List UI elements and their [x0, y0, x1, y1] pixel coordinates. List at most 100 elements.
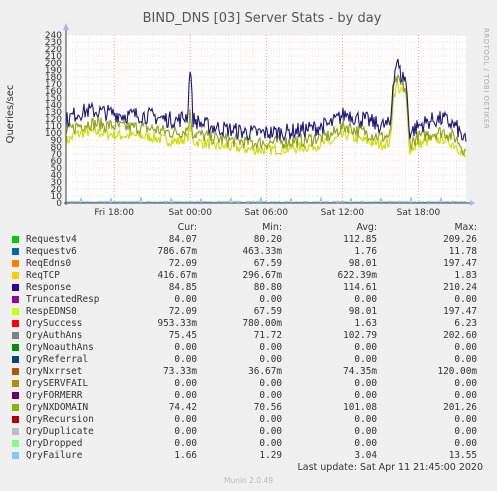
series-lines — [65, 58, 467, 204]
y-tick-label: 160 — [45, 87, 62, 97]
y-tick-label: 110 — [45, 122, 62, 132]
header-min: Min: — [262, 222, 282, 233]
legend-min: 0.00 — [259, 378, 282, 389]
legend-name: QrySERVFAIL — [26, 378, 89, 389]
legend-name: QryNXDOMAIN — [26, 402, 89, 413]
legend-name: QrySuccess — [26, 318, 83, 329]
y-tick-label: 230 — [45, 38, 62, 48]
legend-min: 71.72 — [253, 330, 282, 341]
legend-swatch — [12, 392, 19, 399]
y-tick-label: 130 — [45, 108, 62, 118]
y-ticks: 0102030405060708090100110120130140150160… — [45, 31, 62, 209]
series-line-qryfailure — [65, 196, 467, 204]
legend-cur: 0.00 — [174, 294, 197, 305]
legend: Cur: Min: Avg: Max: Requestv4 84.07 80.20 1… — [12, 222, 487, 462]
legend-swatch — [12, 236, 19, 243]
chart-title: BIND_DNS [03] Server Stats - by day — [143, 11, 382, 26]
legend-min: 67.59 — [253, 258, 282, 269]
legend-min: 80.20 — [253, 234, 282, 245]
legend-row: QrySuccess 953.33m 780.00m 1.63 6.23 — [12, 318, 487, 330]
y-tick-label: 30 — [51, 178, 63, 188]
x-axis-arrow — [470, 200, 475, 206]
legend-swatch — [12, 332, 19, 339]
header-max: Max: — [454, 222, 477, 233]
legend-name: QryNxrrset — [26, 366, 83, 377]
legend-row: QryNXDOMAIN 74.42 70.56 101.08 201.26 — [12, 402, 487, 414]
legend-row: QryAuthAns 75.45 71.72 102.79 202.60 — [12, 330, 487, 342]
legend-min: 0.00 — [259, 354, 282, 365]
legend-min: 70.56 — [253, 402, 282, 413]
legend-max: 0.00 — [454, 294, 477, 305]
legend-min: 0.00 — [259, 294, 282, 305]
legend-swatch — [12, 284, 19, 291]
legend-avg: 3.04 — [354, 450, 377, 461]
y-tick-label: 120 — [45, 115, 62, 125]
series-line-response — [65, 58, 467, 142]
legend-avg: 0.00 — [354, 438, 377, 449]
legend-name: RespEDNS0 — [26, 306, 77, 317]
y-tick-label: 210 — [45, 52, 62, 62]
legend-min: 0.00 — [259, 342, 282, 353]
legend-rows: Requestv4 84.07 80.20 112.85 209.26 Requestv6… — [12, 234, 487, 462]
y-tick-label: 200 — [45, 59, 62, 69]
series-line-qryauthans — [65, 73, 467, 157]
legend-max: 13.55 — [448, 450, 477, 461]
legend-swatch — [12, 356, 19, 363]
x-tick-label: Fri 18:00 — [94, 208, 134, 218]
legend-max: 209.26 — [443, 234, 477, 245]
y-tick-label: 140 — [45, 101, 62, 111]
y-tick-label: 100 — [45, 129, 62, 139]
legend-cur: 0.00 — [174, 354, 197, 365]
legend-min: 67.59 — [253, 306, 282, 317]
legend-max: 11.78 — [448, 246, 477, 257]
legend-avg: 1.63 — [354, 318, 377, 329]
legend-max: 0.00 — [454, 414, 477, 425]
legend-max: 1.83 — [454, 270, 477, 281]
legend-cur: 0.00 — [174, 390, 197, 401]
legend-min: 0.00 — [259, 426, 282, 437]
legend-cur: 72.09 — [168, 258, 197, 269]
y-tick-label: 220 — [45, 45, 62, 55]
legend-swatch — [12, 404, 19, 411]
header-avg: Avg: — [356, 222, 377, 233]
legend-max: 120.00m — [437, 366, 477, 377]
legend-cur: 0.00 — [174, 438, 197, 449]
legend-avg: 114.61 — [343, 282, 377, 293]
legend-swatch — [12, 320, 19, 327]
legend-swatch — [12, 272, 19, 279]
y-tick-label: 50 — [51, 164, 63, 174]
legend-name: QryReferral — [26, 354, 89, 365]
legend-avg: 1.76 — [354, 246, 377, 257]
legend-max: 197.47 — [443, 306, 477, 317]
y-axis-label: Queries/sec — [5, 85, 16, 144]
legend-swatch — [12, 368, 19, 375]
legend-max: 0.00 — [454, 438, 477, 449]
y-tick-label: 60 — [51, 157, 63, 167]
legend-max: 0.00 — [454, 342, 477, 353]
legend-min: 80.80 — [253, 282, 282, 293]
legend-row: Requestv4 84.07 80.20 112.85 209.26 — [12, 234, 487, 246]
legend-cur: 786.67m — [157, 246, 197, 257]
legend-max: 197.47 — [443, 258, 477, 269]
legend-cur: 74.42 — [168, 402, 197, 413]
legend-min: 36.67m — [248, 366, 282, 377]
legend-cur: 0.00 — [174, 426, 197, 437]
x-tick-label: Sat 00:00 — [168, 208, 212, 218]
legend-swatch — [12, 248, 19, 255]
legend-name: ReqEdns0 — [26, 258, 72, 269]
y-tick-label: 10 — [51, 192, 63, 202]
x-tick-label: Sat 12:00 — [321, 208, 365, 218]
legend-swatch — [12, 260, 19, 267]
y-tick-label: 40 — [51, 171, 63, 181]
legend-avg: 0.00 — [354, 294, 377, 305]
legend-max: 0.00 — [454, 354, 477, 365]
y-tick-label: 0 — [56, 199, 62, 209]
legend-name: QryNoauthAns — [26, 342, 94, 353]
legend-max: 210.24 — [443, 282, 477, 293]
legend-row: RespEDNS0 72.09 67.59 98.01 197.47 — [12, 306, 487, 318]
legend-row: Requestv6 786.67m 463.33m 1.76 11.78 — [12, 246, 487, 258]
legend-swatch — [12, 296, 19, 303]
legend-cur: 73.33m — [163, 366, 197, 377]
legend-avg: 101.08 — [343, 402, 377, 413]
x-tick-label: Sat 06:00 — [245, 208, 289, 218]
